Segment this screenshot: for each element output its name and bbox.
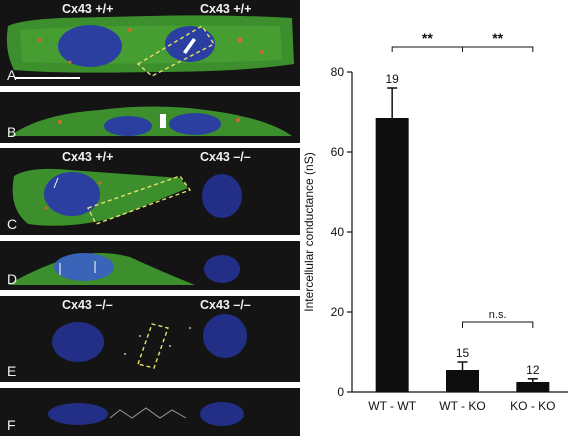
y-tick-label: 20	[331, 305, 345, 319]
bar	[375, 118, 409, 392]
panel-b-letter: B	[7, 124, 17, 140]
bar	[516, 382, 550, 392]
n-label: 12	[526, 363, 540, 377]
panel-f: F	[0, 388, 300, 436]
significance-label: **	[492, 30, 503, 46]
micrograph-c	[12, 168, 242, 226]
panel-b: B	[0, 92, 300, 143]
panel-f-letter: F	[7, 417, 16, 433]
panel-c-left-genotype: Cx43 +/+	[62, 150, 114, 164]
panel-e-right-genotype: Cx43 –/–	[200, 298, 251, 312]
micrograph-b	[10, 106, 292, 136]
panel-a: Cx43 +/+ Cx43 +/+ A	[0, 0, 300, 86]
panel-a-letter: A	[7, 67, 17, 83]
micrograph-e	[52, 314, 247, 369]
micrograph-d	[8, 253, 240, 285]
panel-c-letter: C	[7, 216, 18, 232]
panel-a-right-genotype: Cx43 +/+	[200, 2, 252, 16]
y-tick-label: 80	[331, 65, 345, 79]
y-axis-label: Intercellular conductance (nS)	[302, 152, 316, 311]
significance-bracket	[462, 46, 534, 52]
micrograph-f	[48, 402, 244, 426]
panel-a-left-genotype: Cx43 +/+	[62, 2, 114, 16]
significance-label: **	[422, 30, 433, 46]
bar	[446, 370, 479, 392]
panel-e: Cx43 –/– Cx43 –/– E	[0, 296, 300, 382]
panel-d: D	[0, 241, 300, 290]
micrograph-a	[6, 15, 294, 79]
n-label: 19	[385, 72, 399, 86]
n-label: 15	[456, 346, 470, 360]
panel-e-letter: E	[7, 363, 17, 379]
significance-bracket	[462, 321, 534, 328]
x-tick-label: WT - KO	[439, 399, 485, 413]
x-tick-label: KO - KO	[510, 399, 555, 413]
y-tick-label: 0	[337, 385, 344, 399]
y-tick-label: 40	[331, 225, 345, 239]
panel-e-left-genotype: Cx43 –/–	[62, 298, 113, 312]
significance-bracket	[391, 46, 463, 52]
panel-d-letter: D	[7, 271, 18, 287]
y-tick-label: 60	[331, 145, 345, 159]
panel-c: Cx43 +/+ Cx43 –/– C	[0, 148, 300, 235]
significance-label: n.s.	[489, 309, 507, 321]
x-tick-label: WT - WT	[368, 399, 416, 413]
panel-c-right-genotype: Cx43 –/–	[200, 150, 251, 164]
